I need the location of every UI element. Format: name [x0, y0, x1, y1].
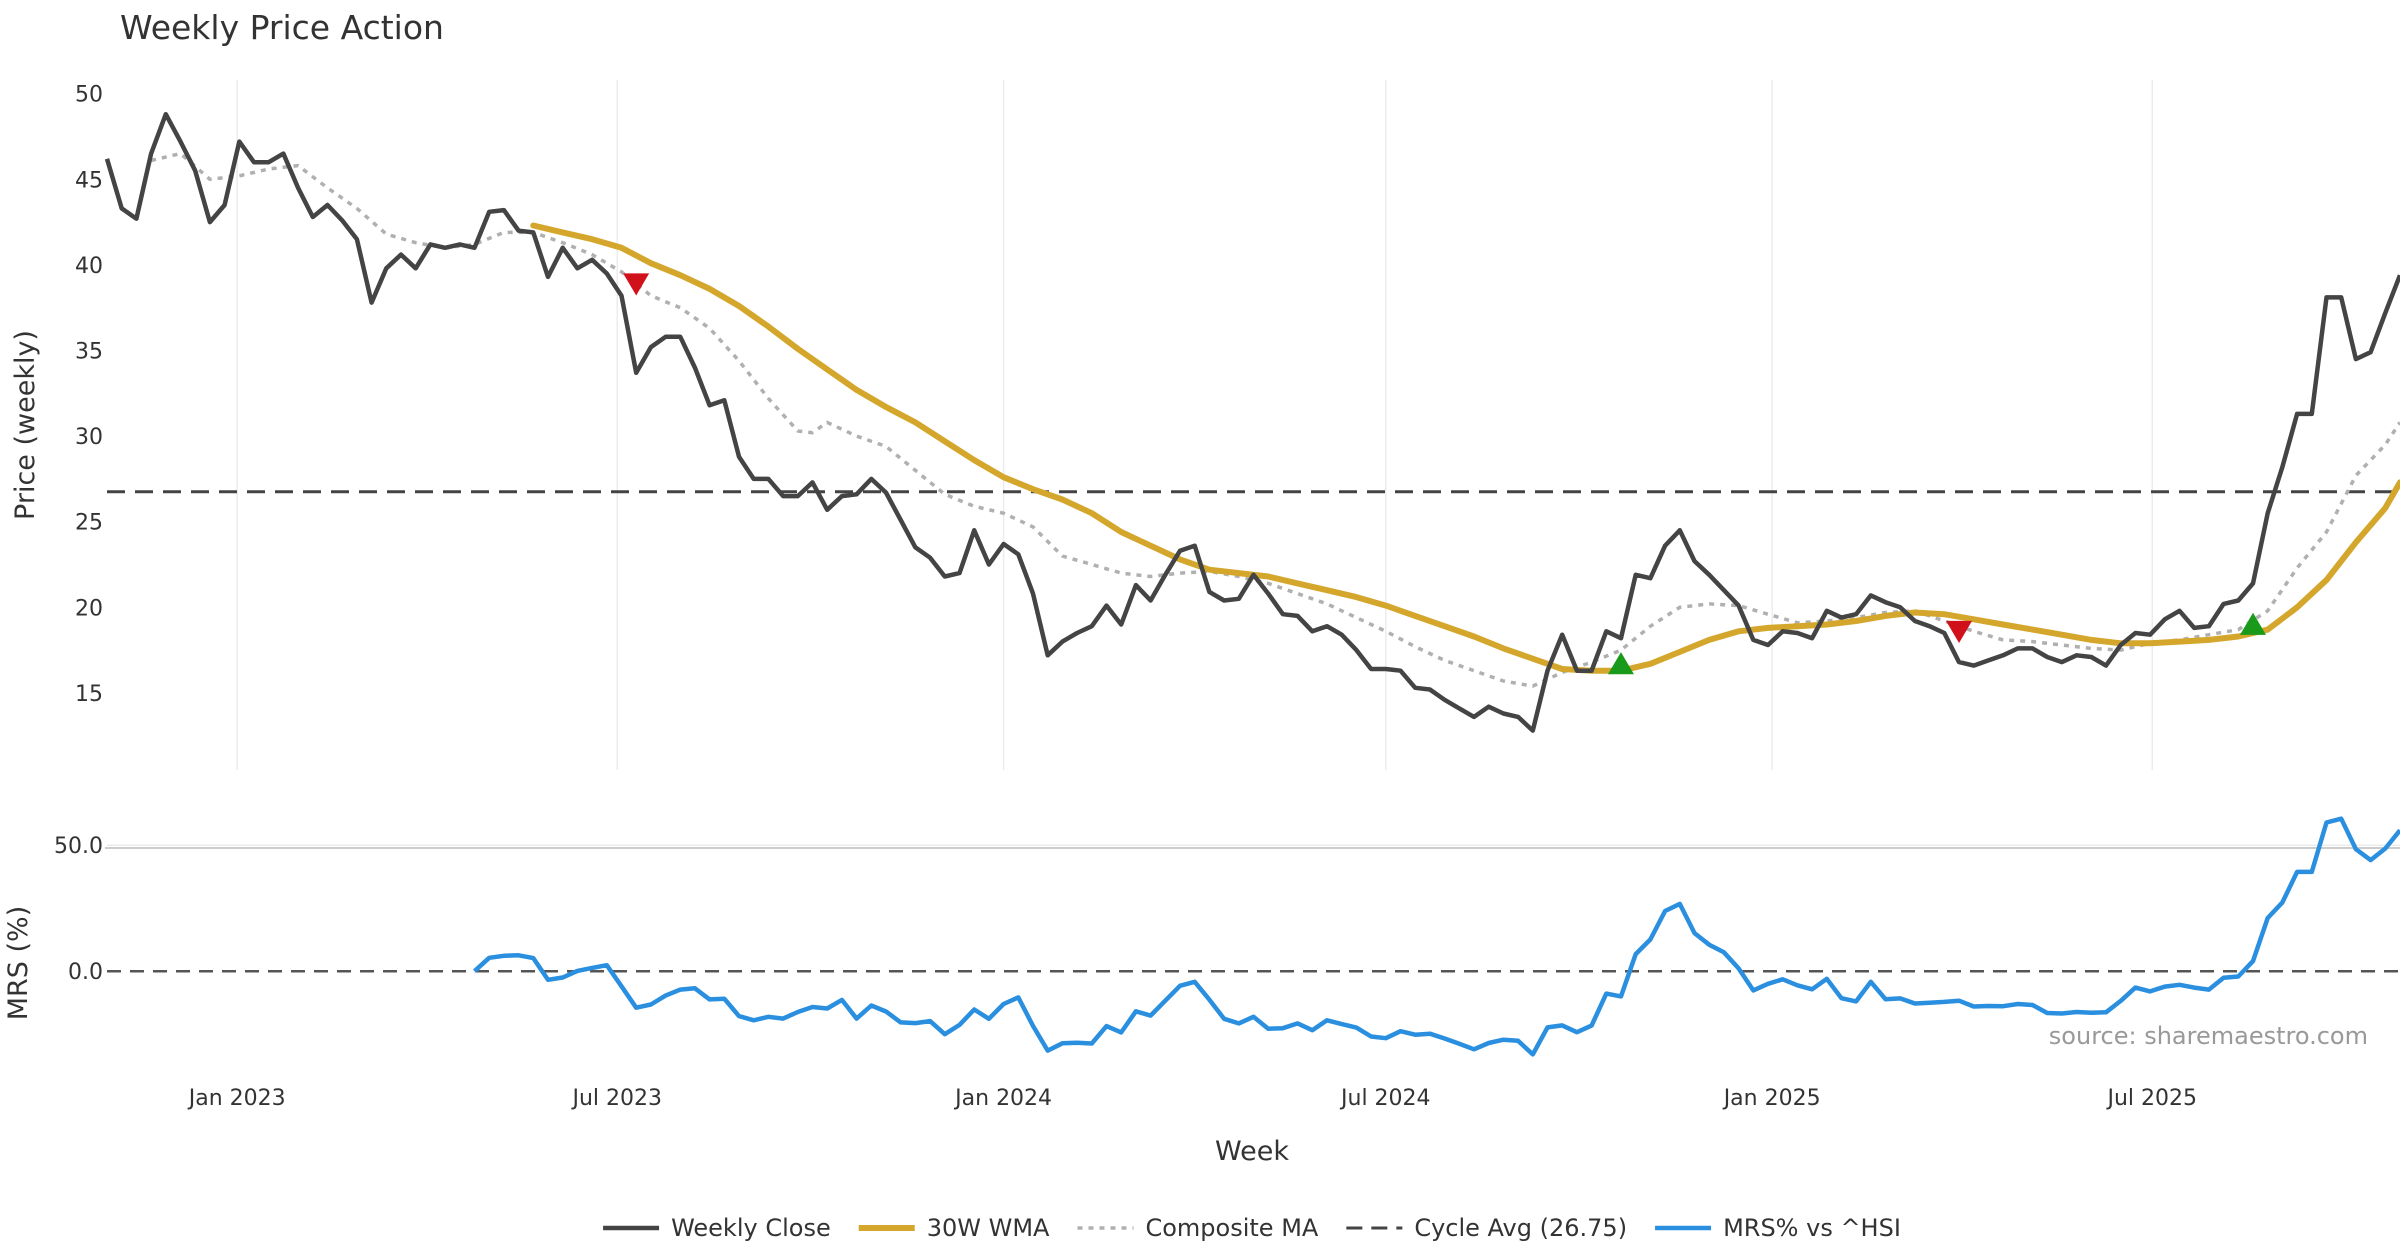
series-weekly-close — [104, 111, 2400, 733]
price-y-tick: 15 — [75, 682, 103, 707]
series-30w-wma — [530, 222, 2400, 674]
legend-label-wma: 30W WMA — [927, 1214, 1050, 1242]
price-y-ticks: 15 20 25 30 35 40 45 50 — [75, 83, 103, 707]
x-tick: Jul 2024 — [1339, 1086, 1431, 1111]
x-tick: Jan 2023 — [187, 1086, 286, 1111]
price-series — [104, 111, 2400, 733]
sell-signal-marker — [623, 273, 650, 296]
x-tick: Jul 2023 — [570, 1086, 662, 1111]
price-y-tick: 45 — [75, 168, 103, 193]
price-y-tick: 35 — [75, 340, 103, 365]
mrs-y-ticks: 0.0 50.0 — [54, 834, 103, 985]
x-ticks: Jan 2023 Jul 2023 Jan 2024 Jul 2024 Jan 2025… — [187, 1086, 2197, 1111]
legend-label-mrs: MRS% vs ^HSI — [1723, 1214, 1901, 1242]
legend-label-close: Weekly Close — [671, 1214, 831, 1242]
source-label: source: sharemaestro.com — [2049, 1022, 2368, 1050]
x-tick: Jan 2025 — [1722, 1086, 1821, 1111]
series-mrs — [472, 816, 2400, 1057]
chart-title: Weekly Price Action — [120, 8, 444, 47]
mrs-series — [107, 816, 2400, 1057]
buy-signal-marker — [2240, 612, 2267, 635]
mrs-y-tick: 0.0 — [68, 960, 103, 985]
price-y-tick: 30 — [75, 425, 103, 450]
legend-label-composite: Composite MA — [1145, 1214, 1318, 1242]
price-axis-title: Price (weekly) — [10, 330, 41, 520]
price-y-tick: 50 — [75, 83, 103, 108]
x-tick: Jul 2025 — [2105, 1086, 2197, 1111]
price-grid — [236, 80, 2153, 770]
mrs-axis-title: MRS (%) — [3, 906, 34, 1021]
buy-signal-marker — [1607, 652, 1634, 675]
legend: Weekly Close 30W WMA Composite MA Cycle Avg… — [603, 1214, 1901, 1242]
sell-signal-marker — [1946, 620, 1973, 644]
signal-markers — [623, 273, 2267, 675]
x-tick: Jan 2024 — [953, 1086, 1052, 1111]
legend-label-cycle: Cycle Avg (26.75) — [1414, 1214, 1627, 1242]
x-axis-title: Week — [1215, 1136, 1289, 1167]
price-y-tick: 20 — [75, 596, 103, 621]
mrs-y-tick: 50.0 — [54, 834, 103, 859]
price-y-tick: 40 — [75, 254, 103, 279]
price-y-tick: 25 — [75, 511, 103, 536]
